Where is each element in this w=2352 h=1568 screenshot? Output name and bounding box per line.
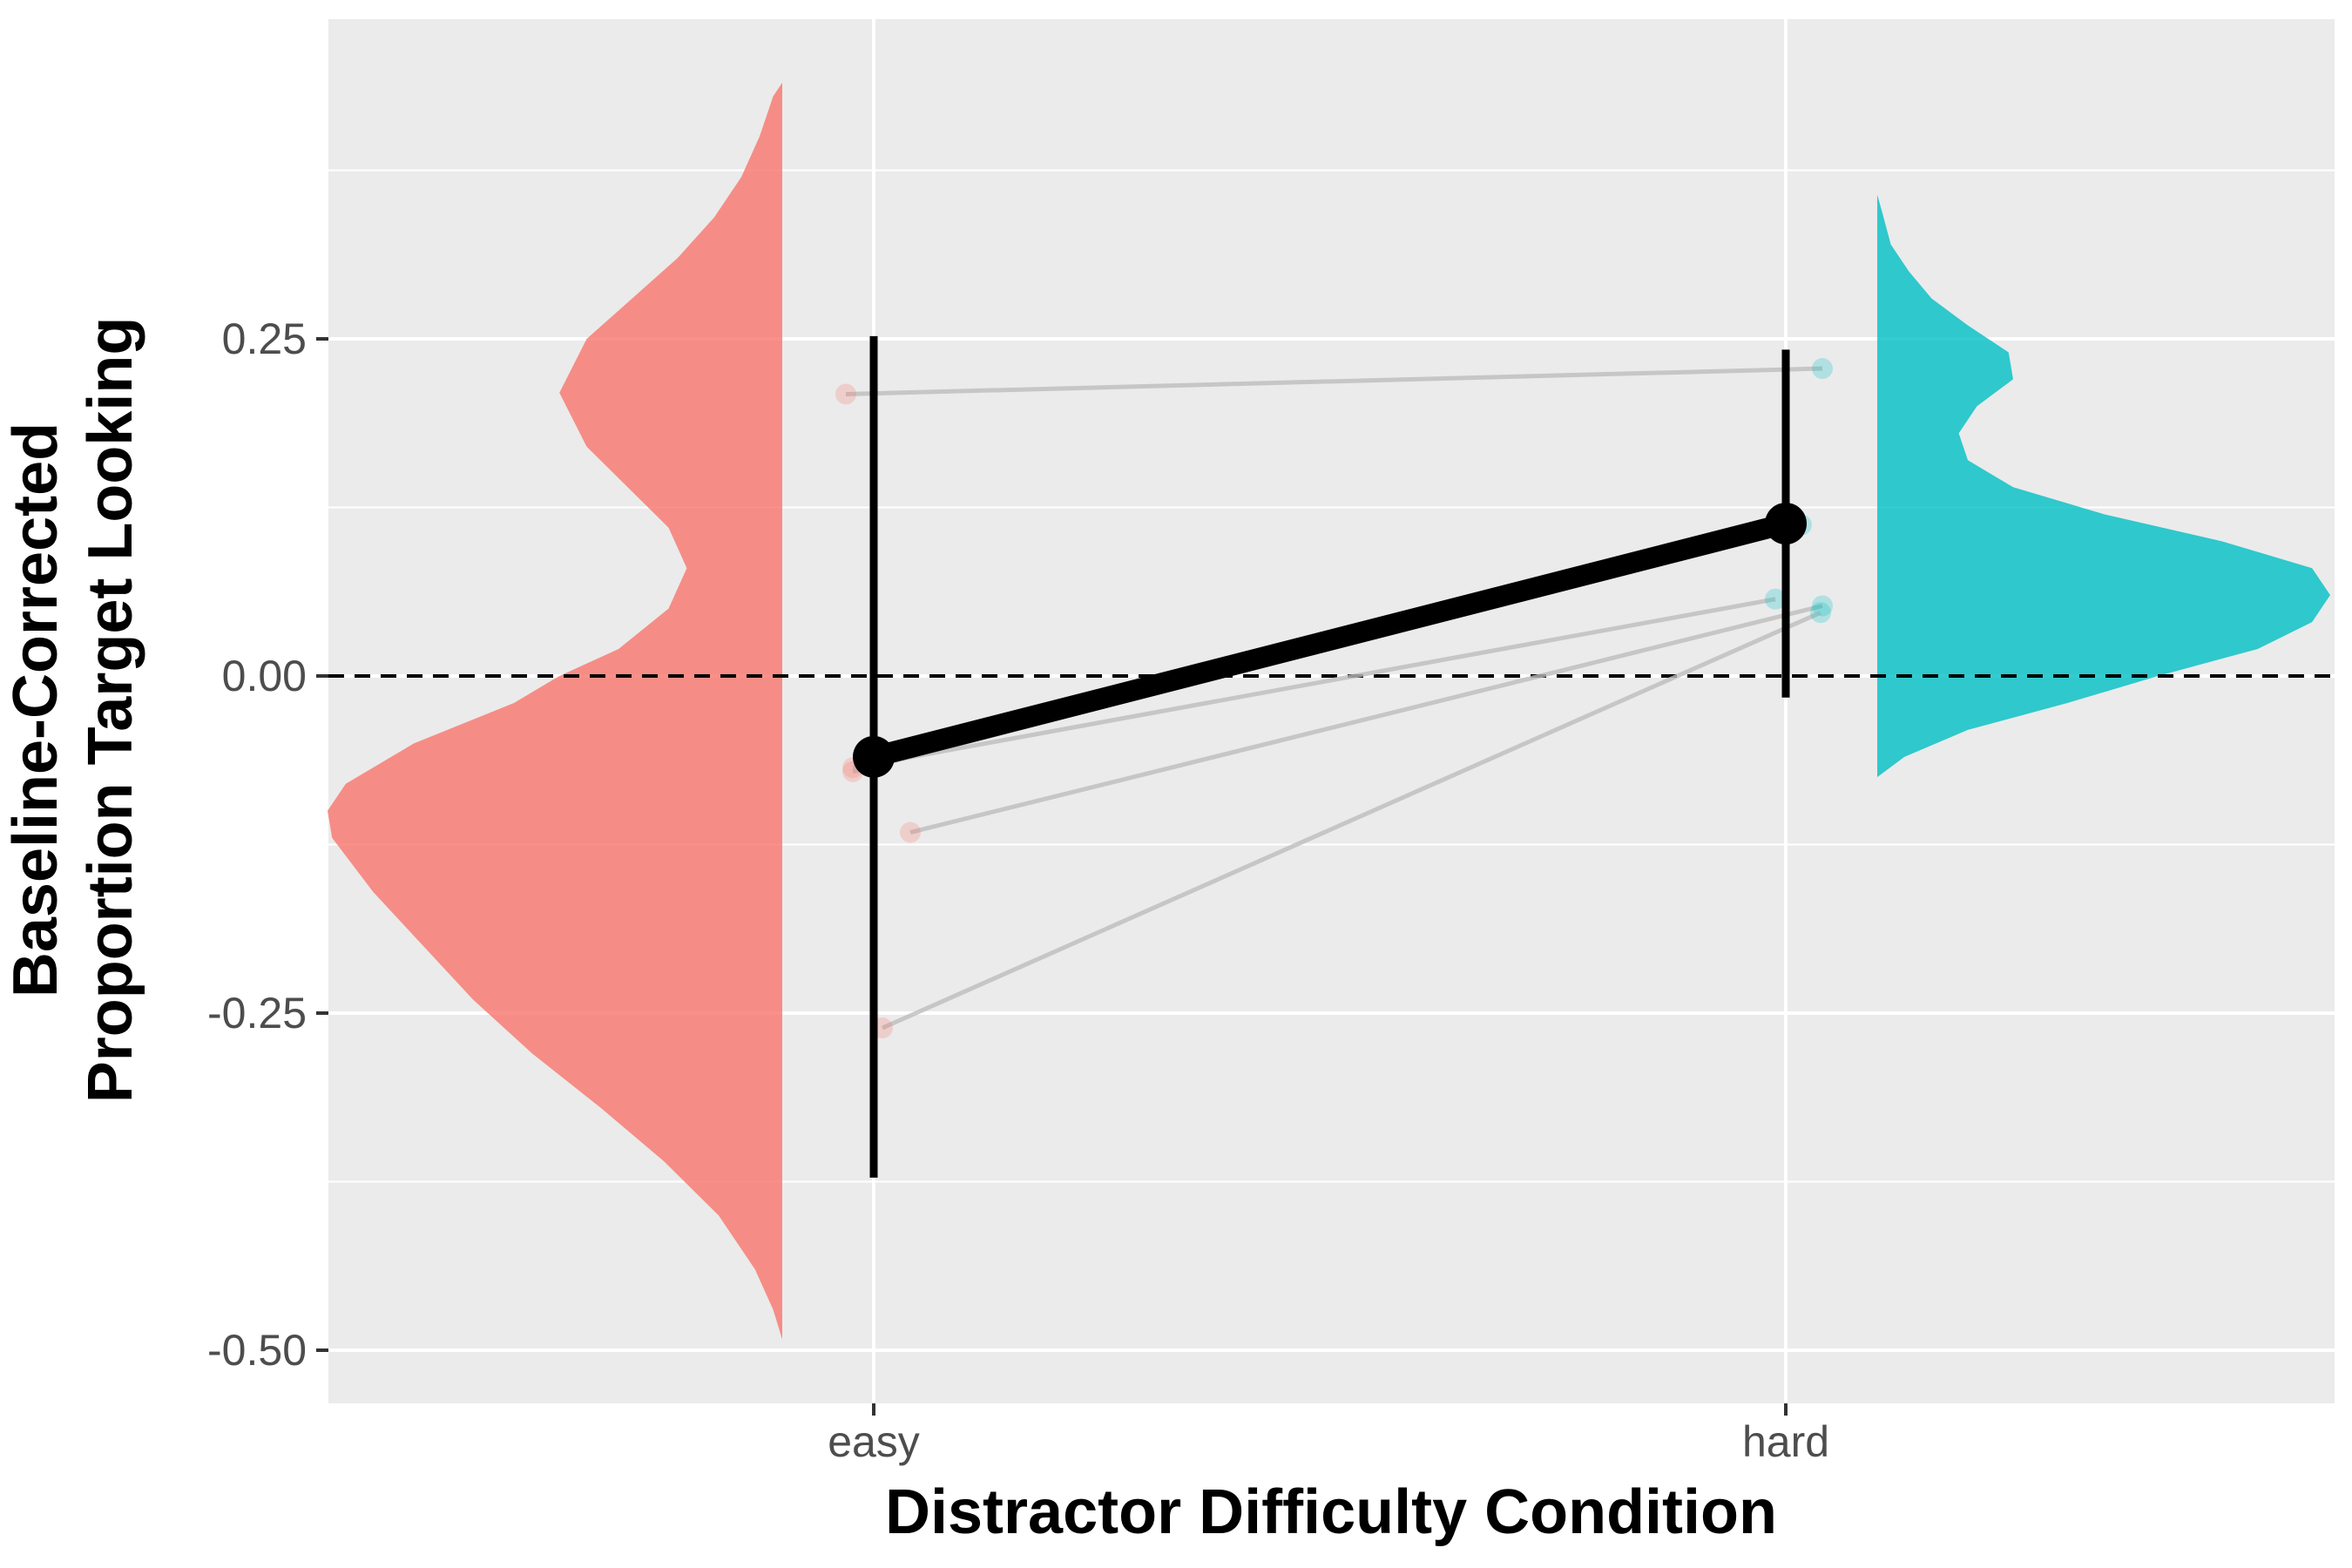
y-axis-title-line-2: Proportion Target Looking — [76, 317, 145, 1104]
x-tick-label-hard: hard — [1742, 1417, 1829, 1466]
participant-line — [909, 604, 1823, 835]
y-tick-label: 0.25 — [222, 314, 307, 363]
x-axis-title: Distractor Difficulty Condition — [885, 1477, 1777, 1547]
density-layer — [328, 82, 2330, 1340]
density-easy — [328, 82, 782, 1340]
y-axis-ticks: -0.50 -0.25 0.00 0.25 — [207, 314, 328, 1375]
y-tick-label: 0.00 — [222, 652, 307, 700]
mean-point-hard — [1765, 503, 1807, 545]
participant-line — [881, 610, 1822, 1031]
participant-line — [852, 597, 1776, 770]
participant-point-easy — [900, 821, 921, 843]
x-tick-label-easy: easy — [828, 1417, 920, 1466]
density-hard — [1877, 194, 2330, 778]
participant-point-hard — [1810, 602, 1831, 624]
y-axis-title-group: Baseline-Corrected Proportion Target Loo… — [1, 317, 145, 1104]
summary-layer — [853, 335, 1807, 1178]
x-axis-ticks: easy hard — [828, 1403, 1829, 1466]
participant-point-hard — [1812, 358, 1833, 380]
mean-line — [871, 513, 1788, 767]
participant-line — [845, 366, 1823, 396]
participant-point-easy — [835, 383, 856, 405]
y-axis-title-line-1: Baseline-Corrected — [1, 422, 71, 997]
mean-point-easy — [853, 735, 895, 778]
participant-point-hard — [1765, 588, 1786, 610]
y-tick-label: -0.50 — [207, 1326, 307, 1375]
y-tick-label: -0.25 — [207, 989, 307, 1037]
participant-point-hard — [1812, 595, 1833, 617]
